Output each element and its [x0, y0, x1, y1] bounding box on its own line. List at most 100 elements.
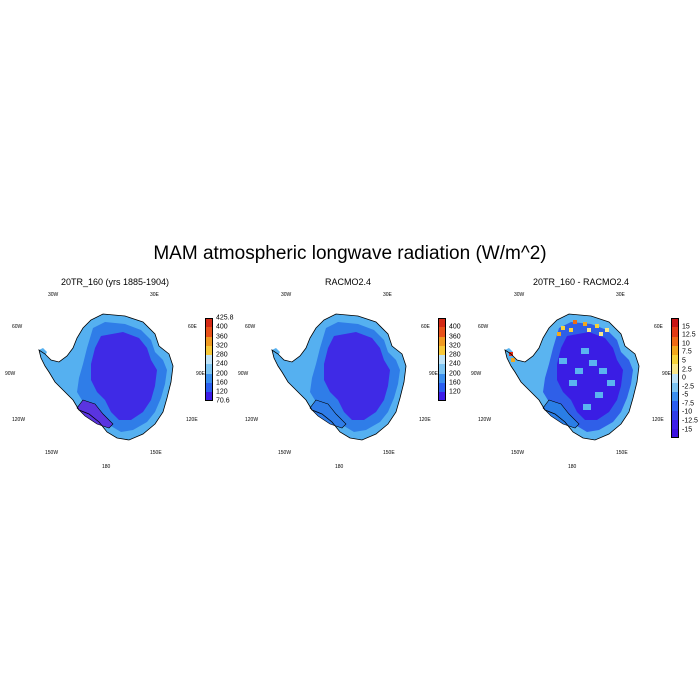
colorbar-tick-label: 280 [216, 351, 228, 359]
lon-label-90e: 90E [196, 371, 205, 377]
colorbar-tick-label: 400 [216, 323, 228, 331]
positive-anomaly-cell [595, 324, 599, 328]
map-panel-racmo: RACMO2.4 30W 30E 60W 60E 90W 90E 120W 12… [238, 270, 471, 470]
peninsula-field-region [272, 348, 300, 372]
lon-label-180: 180 [335, 464, 344, 470]
colorbar-tick-label: 200 [449, 370, 461, 377]
colorbar [671, 318, 679, 439]
weak-anomaly-cell [581, 348, 589, 354]
ice-shelf-field-region [310, 400, 346, 428]
colorbar-segment [671, 429, 679, 439]
colorbar-tick-label: 0 [682, 374, 686, 382]
colorbar-segment [671, 318, 679, 328]
ice-shelf-outline [76, 399, 114, 429]
lon-label-150e: 150E [616, 450, 628, 456]
colorbar-tick-label: 360 [216, 333, 228, 340]
colorbar-tick-label: 240 [449, 360, 461, 368]
antarctica-map [504, 313, 640, 441]
colorbar-tick-label: 160 [449, 379, 461, 387]
colorbar-segment [671, 410, 679, 420]
lon-label-150w: 150W [278, 450, 292, 456]
lon-label-60w: 60W [245, 324, 256, 330]
lon-label-120e: 120E [652, 417, 664, 423]
weak-anomaly-cell [583, 404, 591, 410]
lon-label-60e: 60E [654, 324, 663, 330]
colorbar-tick-label: 12.5 [682, 331, 696, 339]
colorbar [205, 318, 213, 402]
map-panel-difference: 20TR_160 - RACMO2.4 30W 30E 60W 60E 90W … [471, 270, 700, 470]
antarctica-map [38, 313, 174, 441]
colorbar-tick-label: 400 [449, 323, 461, 331]
coastline [504, 313, 640, 441]
colorbar-tick-label: 120 [449, 388, 461, 396]
colorbar-tick-label: 280 [449, 351, 461, 359]
panel-title: 20TR_160 - RACMO2.4 [532, 277, 630, 287]
antarctica-map [271, 313, 407, 441]
colorbar-segment [438, 355, 446, 365]
colorbar-segment [205, 345, 213, 355]
weak-anomaly-cell [569, 380, 577, 386]
colorbar-segment [671, 355, 679, 365]
lon-label-180: 180 [568, 464, 577, 470]
colorbar-tick-label: -12.5 [682, 417, 698, 425]
colorbar-tick-label: 15 [682, 323, 690, 331]
lon-label-90e: 90E [429, 371, 438, 377]
colorbar-segment [438, 373, 446, 383]
colorbar-tick-label: 10 [682, 340, 690, 348]
map-panel-model: 20TR_160 (yrs 1885-1904) 30W 30E 60W 60E… [5, 270, 238, 470]
colorbar-tick-label: -5 [682, 391, 689, 399]
lon-label-180: 180 [102, 464, 111, 470]
positive-anomaly-cell [605, 328, 609, 332]
colorbar-tick-label: 320 [449, 342, 461, 350]
colorbar-segment [671, 419, 679, 429]
colorbar-segment [205, 364, 213, 374]
ice-shelf-field-region [543, 400, 579, 428]
lon-label-60w: 60W [12, 324, 23, 330]
positive-anomaly-cell [599, 332, 603, 336]
lon-label-30w: 30W [281, 292, 292, 298]
lon-label-90w: 90W [471, 371, 482, 377]
lon-label-60e: 60E [188, 324, 197, 330]
lon-label-120e: 120E [419, 417, 431, 423]
colorbar-segment [438, 382, 446, 392]
colorbar-segment [671, 364, 679, 374]
colorbar-segment [438, 318, 446, 328]
colorbar-tick-label: 120 [216, 388, 228, 396]
positive-anomaly-cell [587, 328, 591, 332]
colorbar-tick-label: -2.5 [682, 383, 695, 391]
colorbar-tick-label: 200 [216, 370, 228, 377]
lon-label-120w: 120W [245, 417, 259, 423]
colorbar-segment [205, 355, 213, 365]
colorbar-segment [205, 336, 213, 346]
colorbar [438, 318, 446, 402]
positive-anomaly-cell [583, 322, 587, 326]
panel-title: RACMO2.4 [324, 277, 371, 287]
colorbar-tick-label: -15 [682, 426, 693, 434]
colorbar-segment [671, 327, 679, 337]
colorbar-segment [205, 382, 213, 392]
interior-field-region [324, 332, 390, 420]
weak-anomaly-cell [589, 360, 597, 366]
positive-anomaly-cell [573, 320, 577, 324]
lon-label-150w: 150W [511, 450, 525, 456]
lon-label-30e: 30E [616, 292, 625, 298]
colorbar-segment [205, 373, 213, 383]
colorbar-segment [438, 392, 446, 402]
colorbar-tick-label: 320 [216, 342, 228, 350]
weak-anomaly-cell [599, 368, 607, 374]
ice-shelf-outline [542, 399, 580, 429]
colorbar-segment [438, 364, 446, 374]
figure-title: MAM atmospheric longwave radiation (W/m^… [153, 243, 547, 264]
colorbar-segment [671, 345, 679, 355]
colorbar-segment [205, 392, 213, 402]
positive-anomaly-cell [561, 326, 565, 330]
lon-label-30e: 30E [383, 292, 392, 298]
lon-label-60e: 60E [421, 324, 430, 330]
coastline [271, 313, 407, 441]
colorbar-tick-label: 7.5 [682, 348, 692, 356]
weak-anomaly-cell [595, 392, 603, 398]
colorbar-segment [205, 327, 213, 337]
colorbar-segment [671, 336, 679, 346]
lon-label-30w: 30W [48, 292, 59, 298]
positive-anomaly-cell [557, 332, 561, 336]
